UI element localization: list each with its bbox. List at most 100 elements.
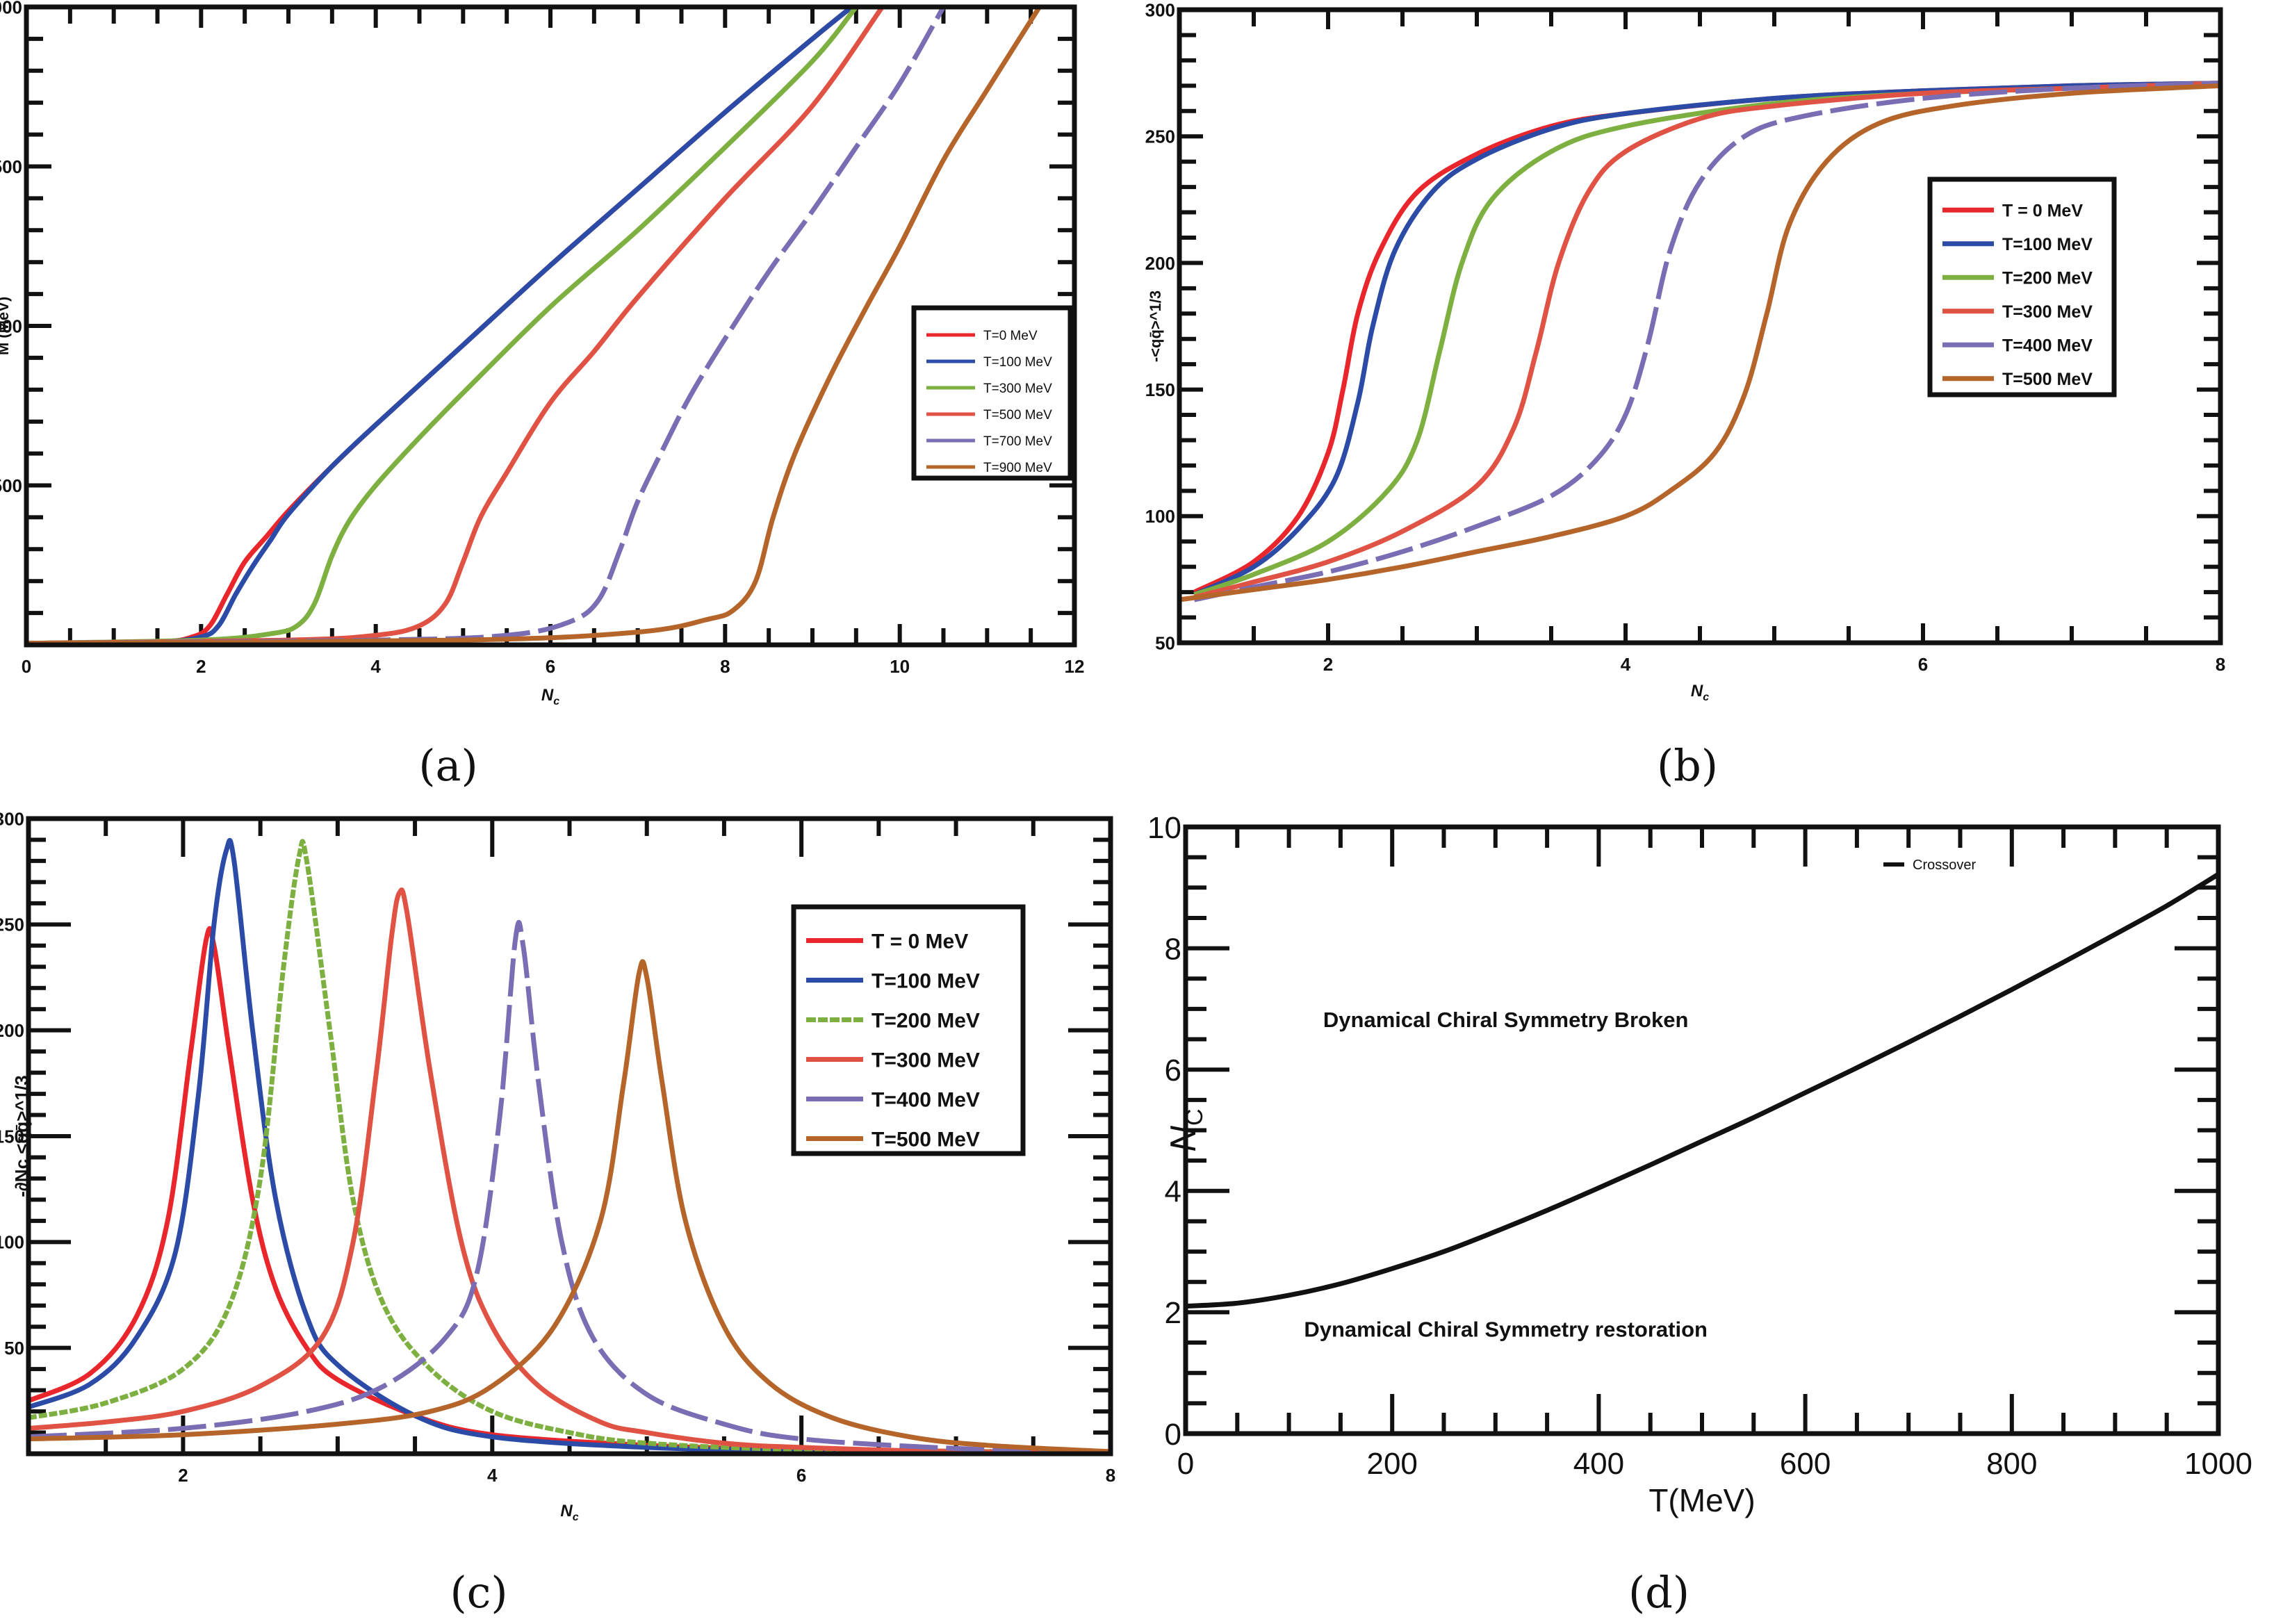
series-group bbox=[1179, 81, 2220, 602]
x-tick-label: 10 bbox=[890, 656, 910, 677]
x-tick-label: 4 bbox=[370, 656, 381, 677]
plot-frame bbox=[24, 4, 1077, 648]
y-tick-label: 100 bbox=[0, 1232, 24, 1253]
legend-label: Crossover bbox=[1913, 858, 1976, 873]
y-tick-label: 1500 bbox=[0, 156, 22, 177]
x-axis-label: Nc bbox=[560, 1502, 578, 1523]
y-axis-label-subscript: C bbox=[1181, 1108, 1208, 1126]
x-axis-label-subscript: c bbox=[1703, 691, 1709, 703]
y-tick-label: 6 bbox=[1165, 1053, 1181, 1088]
plot-frame bbox=[1177, 7, 2223, 646]
y-tick-label: 300 bbox=[0, 808, 24, 829]
x-tick-label: 2 bbox=[178, 1465, 188, 1486]
y-tick-label: 250 bbox=[0, 914, 24, 935]
series-line-t-900-mev bbox=[26, 7, 1042, 645]
series-line-crossover bbox=[1186, 872, 2218, 1309]
annotation-restoration: Dynamical Chiral Symmetry restoration bbox=[1304, 1317, 1708, 1341]
caption-a: (a) bbox=[418, 740, 478, 791]
y-tick-label: 50 bbox=[1155, 632, 1175, 653]
series-line-t-500-mev bbox=[1179, 83, 2220, 602]
legend-label: T=500 MeV bbox=[983, 408, 1052, 423]
series-group bbox=[26, 7, 1042, 645]
plot-frame bbox=[26, 816, 1113, 1457]
series-group bbox=[28, 838, 1111, 1454]
x-tick-label: 6 bbox=[796, 1465, 806, 1486]
legend-frame bbox=[791, 904, 1026, 1156]
legend-label: T=0 MeV bbox=[983, 329, 1038, 343]
y-tick-label: 0 bbox=[1165, 1418, 1181, 1452]
x-tick-label: 800 bbox=[1986, 1447, 2037, 1481]
series-line-t-300-mev bbox=[1193, 81, 2220, 600]
annotation-broken: Dynamical Chiral Symmetry Broken bbox=[1323, 1008, 1689, 1032]
x-tick-label: 12 bbox=[1065, 656, 1085, 677]
legend-frame bbox=[1927, 177, 2117, 397]
y-tick-label: 4 bbox=[1165, 1175, 1181, 1209]
x-tick-label: 1000 bbox=[2184, 1447, 2252, 1481]
y-tick-label: 150 bbox=[0, 1126, 24, 1147]
y-tick-label: 300 bbox=[1145, 0, 1175, 20]
legend-label: T=200 MeV bbox=[2002, 268, 2093, 288]
legend-label: T=700 MeV bbox=[983, 434, 1052, 449]
y-tick-label: 1000 bbox=[0, 315, 22, 336]
series-line-t-100-mev bbox=[26, 7, 853, 645]
series-line-t-500-mev bbox=[26, 7, 885, 645]
x-axis-label: Nc bbox=[1691, 682, 1709, 703]
x-tick-label: 0 bbox=[1177, 1447, 1194, 1481]
panel-d: 0 200 400 600 800 1000 0 2 4 6 8 10 T(MeV) NC Crossove… bbox=[1140, 806, 2283, 1621]
legend-label: T = 0 MeV bbox=[2002, 201, 2083, 220]
x-tick-label: 8 bbox=[1106, 1465, 1115, 1486]
x-tick-label: 8 bbox=[2216, 654, 2225, 675]
y-axis-label: M (MeV) bbox=[0, 297, 12, 355]
y-tick-label: 250 bbox=[1145, 126, 1175, 147]
x-axis-label-subscript: c bbox=[573, 1511, 579, 1523]
x-tick-label: 6 bbox=[1918, 654, 1928, 675]
axis-ticks bbox=[1184, 825, 2220, 1436]
chart-d: 0 200 400 600 800 1000 0 2 4 6 8 10 T(MeV) NC Crossove… bbox=[1147, 811, 2252, 1518]
series-line-t-400-mev bbox=[1193, 81, 2220, 602]
y-tick-label: 100 bbox=[1145, 506, 1175, 527]
axis-ticks bbox=[24, 5, 1077, 647]
series-line-t-0-mev bbox=[26, 7, 853, 645]
panel-c: 2 4 6 8 50 100 150 200 250 300 Nc -∂Nc <qq̄>^1/3 T =… bbox=[0, 806, 1140, 1621]
x-axis-label: Nc bbox=[541, 686, 559, 707]
y-tick-label: 500 bbox=[0, 475, 22, 496]
legend: T=0 MeV T=100 MeV T=300 MeV T=500 MeV T=700 … bbox=[911, 305, 1073, 481]
legend-label: T=400 MeV bbox=[872, 1088, 980, 1111]
y-axis-label: -<qq̄>^1/3 bbox=[1147, 290, 1164, 362]
series-line-t-700-mev bbox=[26, 7, 946, 645]
series-line-t-500-mev bbox=[28, 959, 1111, 1454]
series-line-t-100-mev bbox=[28, 838, 1111, 1454]
x-tick-label: 200 bbox=[1366, 1447, 1417, 1481]
y-tick-label: 50 bbox=[4, 1338, 24, 1359]
chart-b: 2 4 6 8 50 100 150 200 250 300 Nc -<qq̄>^1/3 T = 0 M… bbox=[1145, 0, 2226, 703]
series-line-t-300-mev bbox=[28, 887, 1111, 1454]
legend: Crossover bbox=[1883, 858, 1976, 873]
caption-d: (d) bbox=[1628, 1567, 1690, 1618]
caption-b: (b) bbox=[1656, 740, 1719, 791]
legend-label: T=400 MeV bbox=[2002, 336, 2093, 355]
series-line-t-400-mev bbox=[28, 919, 1111, 1454]
x-axis-label: T(MeV) bbox=[1648, 1482, 1755, 1518]
legend-label: T=500 MeV bbox=[872, 1128, 980, 1151]
y-tick-label: 200 bbox=[1145, 253, 1175, 274]
x-tick-label: 8 bbox=[720, 656, 730, 677]
legend-label: T=300 MeV bbox=[983, 382, 1052, 396]
x-tick-label: 600 bbox=[1780, 1447, 1831, 1481]
series-line-t-200-mev bbox=[28, 839, 1111, 1454]
x-tick-label: 6 bbox=[546, 656, 555, 677]
x-tick-label: 2 bbox=[1323, 654, 1333, 675]
y-tick-label: 2 bbox=[1165, 1296, 1181, 1330]
plot-frame bbox=[1183, 824, 2221, 1436]
legend-label: T=200 MeV bbox=[872, 1009, 980, 1032]
series-group bbox=[1186, 872, 2218, 1309]
x-tick-label: 2 bbox=[196, 656, 206, 677]
y-tick-label: 10 bbox=[1147, 811, 1181, 845]
legend-label: T=300 MeV bbox=[872, 1049, 980, 1072]
legend-label: T=500 MeV bbox=[2002, 370, 2093, 389]
legend-label: T=100 MeV bbox=[2002, 235, 2093, 254]
x-axis-label-subscript: c bbox=[553, 696, 559, 707]
legend-label: T=100 MeV bbox=[983, 355, 1052, 370]
